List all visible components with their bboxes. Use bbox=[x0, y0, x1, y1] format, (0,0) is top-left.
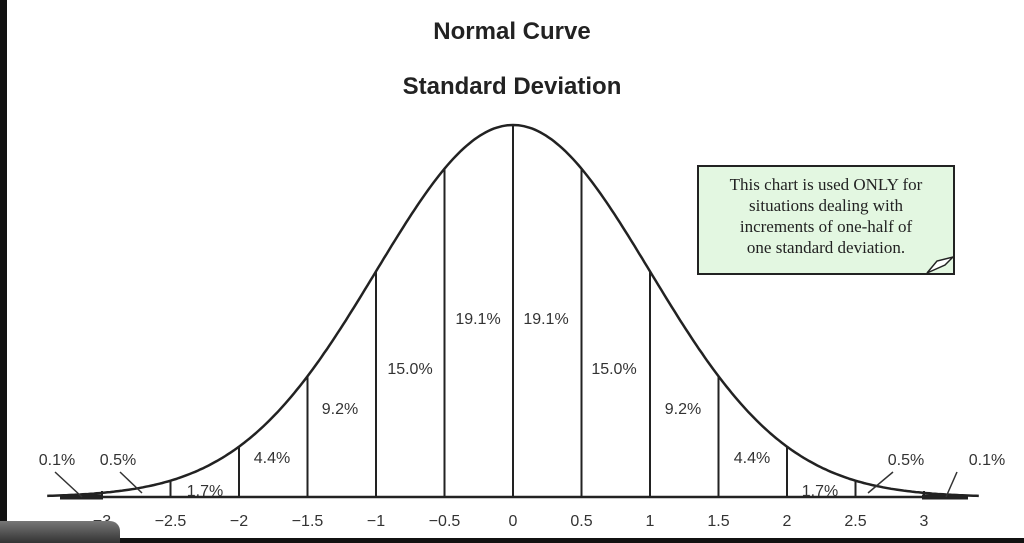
region-label: 0.1% bbox=[39, 452, 75, 469]
leader-line bbox=[119, 471, 143, 494]
tick-label: 2.5 bbox=[844, 513, 866, 530]
page-curl-icon bbox=[926, 255, 955, 274]
region-label: 0.5% bbox=[888, 452, 924, 469]
region-label: 1.7% bbox=[187, 483, 223, 500]
note-line: one standard deviation. bbox=[746, 238, 906, 257]
leader-line bbox=[54, 471, 83, 498]
screen-edge-bottom bbox=[0, 538, 1024, 543]
chart-subtitle: Standard Deviation bbox=[402, 73, 622, 100]
home-indicator[interactable] bbox=[0, 521, 120, 543]
note-line: increments of one-half of bbox=[739, 217, 913, 236]
tick-label: 2 bbox=[783, 513, 792, 530]
region-label: 0.1% bbox=[969, 452, 1005, 469]
region-label: 4.4% bbox=[254, 450, 290, 467]
leader-line bbox=[867, 471, 894, 494]
tick-label: 3 bbox=[920, 513, 929, 530]
region-label: 4.4% bbox=[734, 450, 770, 467]
region-label: 15.0% bbox=[387, 361, 432, 378]
tick-label: 0.5 bbox=[570, 513, 592, 530]
leader-line bbox=[945, 471, 958, 498]
tick-label: 0 bbox=[509, 513, 518, 530]
tick-label: −0.5 bbox=[429, 513, 461, 530]
tick-label: −1.5 bbox=[292, 513, 324, 530]
tick-label: 1.5 bbox=[707, 513, 729, 530]
region-label: 15.0% bbox=[591, 361, 636, 378]
tick-label: −2 bbox=[230, 513, 248, 530]
chart-title: Normal Curve bbox=[433, 18, 591, 45]
note-line: situations dealing with bbox=[749, 196, 903, 215]
region-label: 1.7% bbox=[802, 483, 838, 500]
annotation-note: This chart is used ONLY for situations d… bbox=[697, 165, 955, 275]
tick-label: −2.5 bbox=[155, 513, 187, 530]
tick-label: 1 bbox=[646, 513, 655, 530]
tick-label: −1 bbox=[367, 513, 385, 530]
region-label: 19.1% bbox=[523, 311, 568, 328]
region-label: 0.5% bbox=[100, 452, 136, 469]
screen-edge-left bbox=[0, 0, 7, 543]
note-line: This chart is used ONLY for bbox=[729, 175, 923, 194]
region-label: 19.1% bbox=[455, 311, 500, 328]
region-label: 9.2% bbox=[322, 401, 358, 418]
region-label: 9.2% bbox=[665, 401, 701, 418]
